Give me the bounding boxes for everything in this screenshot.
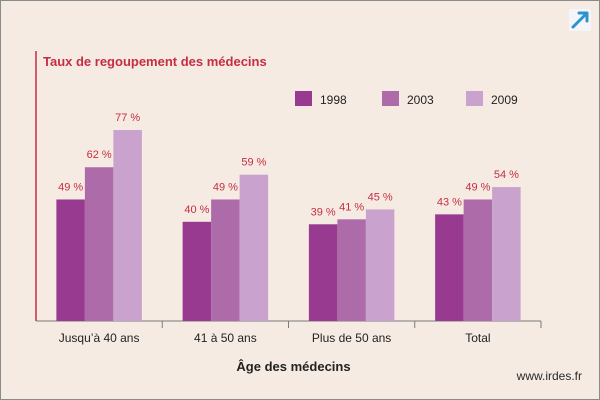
data-label: 39 % bbox=[311, 206, 336, 218]
data-label: 45 % bbox=[368, 191, 393, 203]
legend-swatch-2009 bbox=[466, 91, 483, 106]
data-label: 49 % bbox=[213, 181, 238, 193]
bar-2003-2 bbox=[337, 219, 366, 321]
expand-arrow-icon[interactable] bbox=[569, 9, 591, 31]
source-link[interactable]: www.irdes.fr bbox=[516, 369, 582, 383]
x-tick-label: Jusqu’à 40 ans bbox=[59, 331, 140, 345]
data-label: 41 % bbox=[339, 201, 364, 213]
data-label: 54 % bbox=[494, 169, 519, 181]
x-tick-label: 41 à 50 ans bbox=[194, 331, 257, 345]
bar-2009-0 bbox=[113, 130, 142, 321]
bar-2009-2 bbox=[365, 209, 395, 321]
data-label: 49 % bbox=[58, 181, 83, 193]
data-label: 49 % bbox=[465, 181, 490, 193]
x-axis-title: Âge des médecins bbox=[236, 359, 350, 374]
data-label: 77 % bbox=[115, 112, 140, 124]
data-label: 59 % bbox=[241, 157, 266, 169]
legend-label: 1998 bbox=[320, 93, 347, 107]
legend-label: 2009 bbox=[491, 93, 518, 107]
bar-1998-3 bbox=[435, 214, 464, 321]
bar-1998-1 bbox=[182, 221, 212, 321]
bar-1998-2 bbox=[308, 224, 338, 321]
bar-2009-3 bbox=[492, 187, 521, 321]
data-label: 62 % bbox=[87, 149, 112, 161]
x-tick-label: Total bbox=[465, 331, 490, 345]
bar-1998-0 bbox=[56, 199, 85, 321]
legend-swatch-1998 bbox=[295, 91, 312, 106]
bar-2003-3 bbox=[463, 199, 493, 321]
bar-2009-1 bbox=[239, 174, 269, 321]
bar-2003-0 bbox=[84, 167, 114, 321]
x-tick-label: Plus de 50 ans bbox=[312, 331, 391, 345]
chart-title: Taux de regoupement des médecins bbox=[43, 54, 267, 69]
bar-2003-1 bbox=[211, 199, 240, 321]
data-label: 40 % bbox=[184, 204, 209, 216]
data-label: 43 % bbox=[437, 196, 462, 208]
legend-swatch-2003 bbox=[382, 91, 399, 106]
legend-label: 2003 bbox=[407, 93, 434, 107]
